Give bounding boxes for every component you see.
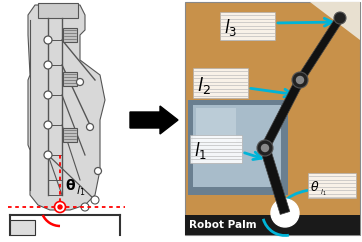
FancyBboxPatch shape (63, 72, 77, 86)
FancyBboxPatch shape (63, 28, 77, 42)
Circle shape (76, 78, 84, 85)
Bar (188, 100, 288, 195)
Circle shape (44, 151, 52, 159)
Circle shape (55, 202, 66, 212)
Polygon shape (296, 16, 344, 82)
Circle shape (257, 140, 273, 156)
Text: $\theta$: $\theta$ (310, 180, 319, 194)
Polygon shape (28, 5, 105, 210)
Circle shape (44, 36, 52, 44)
Circle shape (296, 76, 303, 83)
Bar (196, 108, 236, 143)
Circle shape (261, 144, 269, 151)
Text: $l_3$: $l_3$ (224, 17, 237, 38)
Polygon shape (261, 78, 304, 150)
Bar (185, 2, 360, 235)
Bar (10, 220, 35, 235)
Circle shape (91, 196, 99, 204)
Bar (193, 105, 281, 187)
Circle shape (334, 12, 346, 24)
Circle shape (58, 205, 62, 209)
Bar (308, 173, 356, 198)
Circle shape (44, 61, 52, 69)
Bar (38, 3, 78, 18)
Polygon shape (260, 146, 290, 214)
Text: $l_1$: $l_1$ (194, 140, 207, 161)
Circle shape (44, 91, 52, 99)
Circle shape (87, 123, 93, 130)
Circle shape (81, 203, 89, 211)
FancyArrow shape (130, 106, 178, 134)
Text: Robot Palm: Robot Palm (189, 220, 257, 230)
Text: $l_2$: $l_2$ (197, 75, 211, 96)
Circle shape (292, 72, 308, 88)
Bar (185, 215, 360, 235)
Bar (220, 12, 275, 40)
Bar (190, 135, 242, 163)
Text: $l_1$: $l_1$ (76, 184, 85, 198)
Text: $\bf{\theta}$: $\bf{\theta}$ (65, 178, 76, 193)
Bar (193, 68, 248, 98)
Circle shape (271, 199, 299, 227)
Circle shape (44, 121, 52, 129)
Text: $_{l_1}$: $_{l_1}$ (320, 187, 327, 198)
Circle shape (94, 167, 101, 174)
FancyBboxPatch shape (63, 128, 77, 142)
Polygon shape (310, 2, 360, 40)
